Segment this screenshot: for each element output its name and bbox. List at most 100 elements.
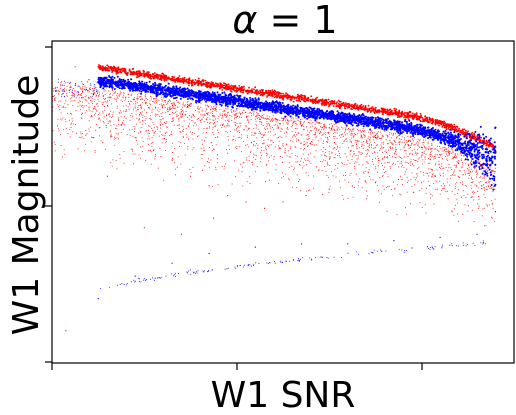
red-point [444, 149, 446, 151]
red-point [60, 134, 61, 136]
red-point [122, 128, 124, 130]
red-point [77, 148, 79, 150]
red-point [343, 174, 344, 176]
red-point [301, 118, 303, 120]
red-point [479, 164, 481, 166]
red-point [232, 139, 234, 140]
red-point [247, 122, 249, 124]
red-point [258, 128, 260, 130]
red-point [489, 180, 491, 182]
red-point [78, 97, 80, 99]
red-point [105, 127, 107, 129]
red-point [266, 149, 268, 151]
red-band-point [114, 67, 117, 70]
red-point [400, 139, 402, 141]
red-point [437, 154, 438, 156]
red-band-point [257, 90, 260, 93]
red-point [108, 97, 110, 99]
red-point [271, 118, 273, 120]
red-point [235, 129, 237, 131]
red-band-point [218, 84, 221, 87]
red-point [456, 213, 458, 215]
red-point [453, 164, 455, 166]
red-band-point [124, 70, 127, 73]
red-point [363, 171, 365, 173]
plot-area [52, 64, 497, 332]
red-point [226, 114, 228, 116]
red-point [442, 175, 444, 177]
red-point [231, 115, 233, 117]
red-point [339, 128, 341, 130]
red-point [494, 167, 496, 169]
red-point [153, 133, 155, 135]
red-point [220, 106, 222, 108]
red-point [472, 190, 474, 192]
red-point [188, 125, 190, 127]
red-band-point [354, 107, 357, 110]
red-point [453, 151, 455, 153]
red-point [416, 175, 418, 177]
red-point [55, 99, 57, 101]
red-point [276, 124, 278, 126]
red-point [453, 171, 455, 173]
red-point [488, 185, 490, 187]
red-point [240, 163, 242, 165]
red-band-point [178, 78, 181, 80]
red-point [65, 121, 67, 123]
red-point [442, 168, 444, 169]
red-point [227, 132, 229, 134]
red-point [423, 174, 425, 176]
red-band-point [340, 103, 343, 105]
red-band-point [285, 92, 287, 95]
red-band-point [227, 85, 230, 88]
red-point [356, 133, 358, 135]
red-band-point [356, 107, 359, 109]
red-point [439, 180, 441, 182]
red-point [239, 146, 241, 148]
red-point [118, 120, 120, 121]
red-point [431, 174, 433, 175]
red-point [89, 110, 91, 112]
red-point [443, 146, 445, 148]
red-point [174, 104, 176, 106]
red-point [469, 155, 470, 157]
red-point [79, 99, 81, 101]
red-point [427, 173, 428, 174]
red-point [236, 148, 238, 150]
red-point [99, 119, 101, 121]
red-band-point [238, 89, 240, 91]
red-point [431, 147, 433, 149]
red-point [466, 168, 468, 170]
red-band-point [379, 110, 381, 112]
red-point [205, 137, 207, 139]
red-band-point [282, 96, 285, 99]
red-point [494, 188, 496, 190]
red-point [472, 196, 474, 198]
red-band-point [302, 99, 305, 102]
red-point [171, 107, 173, 109]
red-point [356, 142, 358, 144]
red-point [159, 127, 161, 129]
red-band-point [487, 144, 489, 146]
red-band-point [315, 101, 317, 104]
red-point [72, 123, 74, 125]
red-band-point [336, 104, 339, 107]
red-point [263, 114, 265, 116]
red-point [73, 95, 75, 97]
red-band-point [321, 101, 324, 104]
red-point [198, 128, 200, 130]
red-point [484, 197, 486, 198]
red-point [66, 95, 68, 97]
red-point [134, 128, 135, 130]
red-point [141, 123, 143, 125]
red-point [147, 130, 149, 132]
red-point [266, 118, 268, 120]
red-point [179, 146, 181, 147]
red-band-point [380, 110, 383, 113]
red-point [196, 103, 198, 104]
red-point [147, 138, 149, 140]
red-point [174, 107, 176, 109]
red-band-point [191, 84, 194, 86]
red-point [337, 167, 339, 169]
red-point [140, 96, 142, 98]
